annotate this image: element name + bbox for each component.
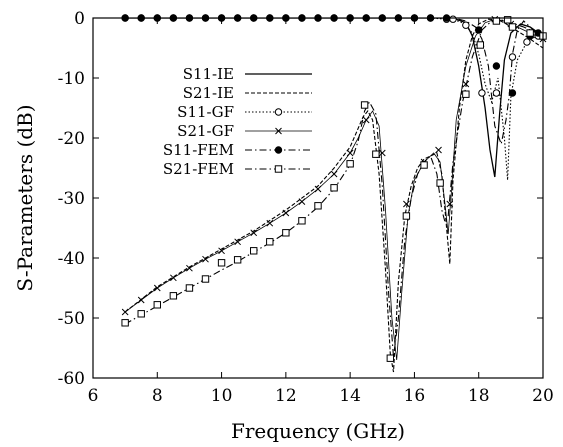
legend-label: S21-FEM [163, 160, 234, 178]
x-tick-label: 18 [468, 386, 490, 406]
legend-label: S11-FEM [163, 141, 234, 159]
series-point-S21-GF [153, 284, 161, 292]
series-point-S21-FEM [420, 161, 428, 169]
series-point-S21-GF [462, 80, 470, 88]
legend-marker [274, 108, 283, 116]
series-point-S21-FEM [526, 29, 534, 37]
series-point-S21-FEM [217, 259, 226, 267]
series-point-S21-FEM [233, 256, 242, 264]
series-point-S21-FEM [153, 301, 161, 309]
legend-marker [274, 146, 283, 154]
series-point-S21-GF [218, 247, 225, 255]
series-point-S21-FEM [503, 16, 512, 24]
y-tick-label: -60 [58, 369, 85, 389]
series-point-S11-FEM [492, 62, 501, 70]
series-line-S21-GF [124, 18, 543, 361]
series-point-S21-GF [446, 200, 454, 208]
axis-ticks [92, 17, 544, 379]
series-point-S21-FEM [250, 247, 258, 255]
y-tick-label: -30 [58, 189, 85, 209]
series-point-S21-GF [121, 308, 129, 316]
series-line-S11-FEM [125, 18, 543, 147]
series-point-S21-GF [202, 255, 209, 263]
series-point-S21-FEM [346, 160, 354, 168]
legend-label: S11-IE [183, 65, 234, 83]
series-point-S21-GF [314, 185, 322, 193]
series-point-S21-FEM [372, 150, 380, 158]
y-tick-label: -40 [58, 249, 85, 269]
series-point-S21-FEM [476, 41, 485, 49]
series-point-S21-FEM [185, 284, 194, 292]
y-tick-label: 0 [74, 9, 85, 29]
x-axis-label: Frequency (GHz) [231, 419, 405, 443]
series-point-S21-GF [137, 296, 145, 304]
series-point-S21-FEM [298, 217, 306, 225]
series-point-S21-FEM [137, 310, 145, 318]
series-point-S21-FEM [330, 184, 338, 192]
x-tick-label: 16 [404, 386, 426, 406]
series-point-S11-FEM [475, 26, 483, 34]
series-point-S21-GF [403, 200, 410, 208]
series-point-S21-GF [346, 149, 354, 157]
legend-marker [275, 127, 282, 135]
series-point-S21-FEM [492, 17, 501, 25]
series-point-S21-FEM [402, 212, 411, 220]
y-tick-label: -10 [58, 69, 85, 89]
series-point-S11-GF [508, 53, 517, 61]
x-tick-label: 10 [211, 386, 233, 406]
series-point-S11-GF [478, 89, 486, 97]
series-point-S21-GF [282, 209, 290, 217]
series-point-S21-FEM [121, 319, 129, 327]
series-line-S21-FEM [124, 19, 543, 358]
series-point-S21-GF [298, 198, 306, 205]
series-point-S21-GF [250, 229, 258, 237]
x-tick-label: 6 [88, 386, 99, 406]
series-point-S21-GF [186, 264, 193, 272]
legend-label: S11-GF [177, 103, 234, 121]
series-point-S11-GF [462, 21, 470, 29]
y-tick-labels: 0 -10 -20 -30 -40 -50 -60 [58, 9, 85, 389]
series-point-S21-GF [362, 116, 370, 124]
legend-marker [274, 165, 283, 173]
series-point-S21-FEM [436, 179, 444, 187]
series-point-S11-GF [492, 89, 501, 97]
x-tick-label: 20 [532, 386, 554, 406]
series-point-S21-FEM [201, 275, 210, 283]
x-tick-label: 12 [275, 386, 297, 406]
series-point-S21-GF [330, 170, 338, 178]
x-tick-label: 8 [152, 386, 163, 406]
series-line-S21-IE [124, 18, 543, 373]
plot-frame [92, 17, 544, 379]
series-point-S21-FEM [462, 90, 470, 98]
series-point-S21-FEM [282, 229, 290, 237]
series-point-S21-GF [435, 146, 442, 154]
series-point-S21-GF [234, 238, 241, 246]
legend-label: S21-IE [183, 84, 234, 102]
series-point-S21-GF [266, 219, 274, 227]
series-point-S21-FEM [386, 354, 395, 362]
x-tick-labels: 6 8 10 12 14 16 18 20 [88, 386, 554, 406]
series-point-S21-FEM [508, 23, 517, 31]
series-point-S21-GF [170, 274, 177, 282]
y-tick-label: -20 [58, 129, 85, 149]
legend-label: S21-GF [177, 122, 234, 140]
series-point-S21-FEM [266, 238, 274, 246]
y-tick-label: -50 [58, 309, 85, 329]
series-point-S21-GF [378, 149, 386, 157]
series-point-S21-FEM [360, 101, 369, 109]
series-point-S11-GF [449, 15, 457, 23]
y-axis-label: S-Parameters (dB) [13, 104, 37, 291]
series-point-S11-FEM [508, 89, 517, 97]
series-point-S21-FEM [169, 292, 178, 300]
series-point-S21-FEM [314, 202, 322, 210]
x-tick-label: 14 [339, 386, 361, 406]
series-point-S11-GF [523, 38, 531, 46]
